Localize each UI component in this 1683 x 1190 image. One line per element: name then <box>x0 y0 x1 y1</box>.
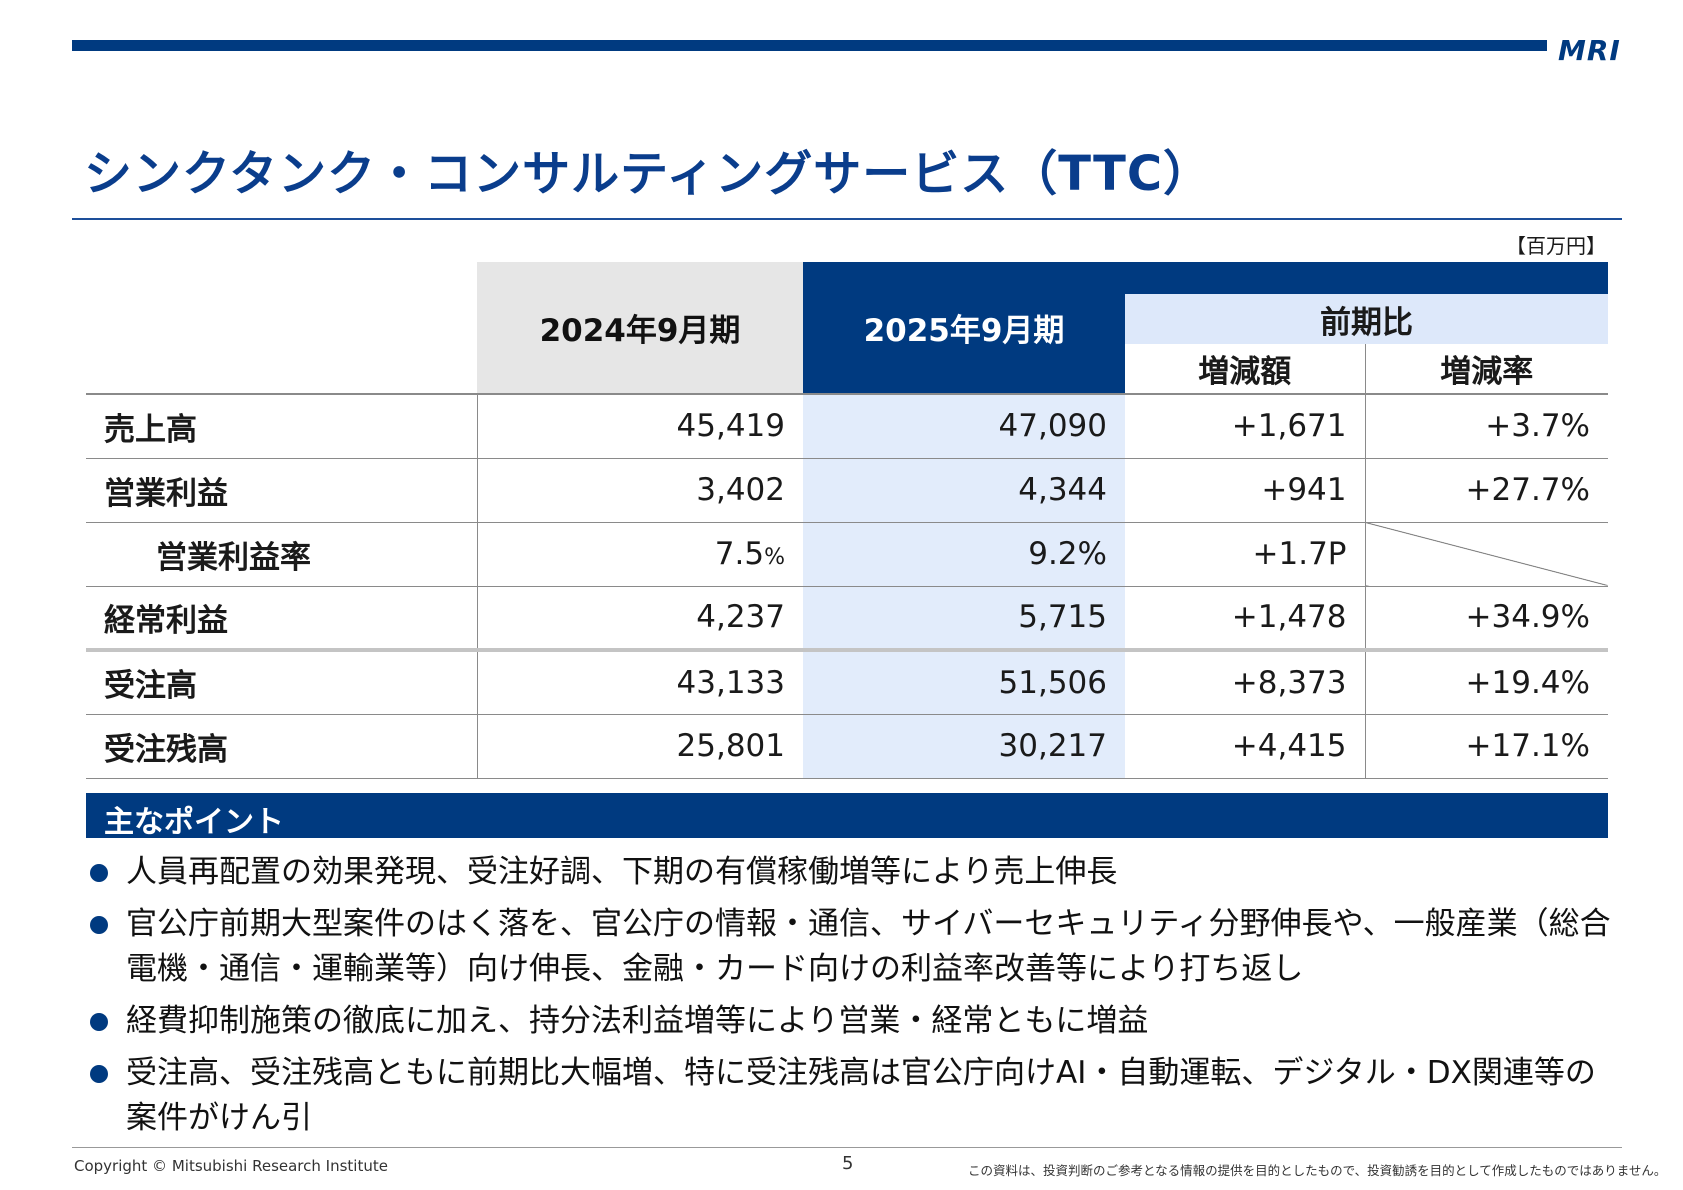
financial-results-table: 2024年9月期 2025年9月期 前期比 増減額 増減率 売上高 45,419… <box>86 262 1608 779</box>
row-label: 受注残高 <box>86 714 477 779</box>
point-text: 官公庁前期大型案件のはく落を、官公庁の情報・通信、サイバーセキュリティ分野伸長や… <box>126 906 1611 987</box>
row-label: 営業利益率 <box>86 522 477 587</box>
company-logo: MRI <box>1558 34 1621 67</box>
disclaimer-text: この資料は、投資判断のご参考となる情報の提供を目的としたもので、投資勧誘を目的と… <box>968 1163 1667 1178</box>
copyright-text: Copyright © Mitsubishi Research Institut… <box>74 1157 388 1175</box>
header-blank-cell <box>86 262 477 395</box>
row-label: 受注高 <box>86 650 477 715</box>
cell-diff: +4,415 <box>1125 714 1365 779</box>
cell-diff: +8,373 <box>1125 650 1365 715</box>
bullet-icon <box>90 864 108 882</box>
table-row: 営業利益率 7.5% 9.2% +1.7P <box>86 522 1608 587</box>
key-points-header: 主なポイント <box>86 793 1608 840</box>
cell-prev: 25,801 <box>476 714 803 779</box>
title-divider <box>72 218 1622 220</box>
list-item: 受注高、受注残高ともに前期比大幅増、特に受注残高は官公庁向けAI・自動運転、デジ… <box>86 1051 1626 1141</box>
bullet-icon <box>90 916 108 934</box>
point-text: 人員再配置の効果発現、受注好調、下期の有償稼働増等により売上伸長 <box>126 854 1118 890</box>
cell-rate: +3.7% <box>1364 394 1608 459</box>
header-prev-period: 2024年9月期 <box>477 262 803 395</box>
header-bar <box>72 40 1547 51</box>
cell-prev-unit: % <box>764 545 785 570</box>
list-item: 人員再配置の効果発現、受注好調、下期の有償稼働増等により売上伸長 <box>86 850 1626 895</box>
key-points-title: 主なポイント <box>104 805 284 840</box>
page-number: 5 <box>842 1153 854 1174</box>
cell-diff: +941 <box>1125 458 1365 523</box>
cell-prev: 43,133 <box>476 650 803 715</box>
bullet-icon <box>90 1065 108 1083</box>
cell-prev: 7.5% <box>476 522 803 587</box>
table-row: 経常利益 4,237 5,715 +1,478 +34.9% <box>86 586 1608 652</box>
key-points-list: 人員再配置の効果発現、受注好調、下期の有償稼働増等により売上伸長 官公庁前期大型… <box>86 850 1626 1148</box>
header-comparison-band <box>1125 262 1608 294</box>
header-comparison: 前期比 <box>1125 294 1608 344</box>
header-rate: 増減率 <box>1365 344 1608 395</box>
cell-current: 4,344 <box>803 458 1125 523</box>
cell-current: 51,506 <box>803 650 1125 715</box>
cell-current: 47,090 <box>803 394 1125 459</box>
table-header-row: 前期比 <box>86 294 1608 344</box>
cell-prev: 4,237 <box>476 586 803 652</box>
cell-rate-not-applicable <box>1364 522 1608 587</box>
cell-rate: +19.4% <box>1364 650 1608 715</box>
table-row: 受注高 43,133 51,506 +8,373 +19.4% <box>86 650 1608 715</box>
list-item: 官公庁前期大型案件のはく落を、官公庁の情報・通信、サイバーセキュリティ分野伸長や… <box>86 902 1626 992</box>
footer-divider <box>72 1147 1622 1148</box>
cell-current: 9.2% <box>803 522 1125 587</box>
list-item: 経費抑制施策の徹底に加え、持分法利益増等により営業・経常ともに増益 <box>86 999 1626 1044</box>
cell-current: 30,217 <box>803 714 1125 779</box>
table-row: 売上高 45,419 47,090 +1,671 +3.7% <box>86 394 1608 459</box>
cell-diff: +1,478 <box>1125 586 1365 652</box>
row-label: 売上高 <box>86 394 477 459</box>
cell-rate: +27.7% <box>1364 458 1608 523</box>
cell-rate: +34.9% <box>1364 586 1608 652</box>
header-diff: 増減額 <box>1125 344 1366 395</box>
page-title: シンクタンク・コンサルティングサービス（TTC） <box>84 146 1213 202</box>
row-label: 経常利益 <box>86 586 477 652</box>
point-text: 受注高、受注残高ともに前期比大幅増、特に受注残高は官公庁向けAI・自動運転、デジ… <box>126 1055 1596 1136</box>
cell-diff: +1.7P <box>1125 522 1365 587</box>
header-current-period: 2025年9月期 <box>803 262 1125 395</box>
table-header-row: 増減額 増減率 <box>86 344 1608 395</box>
cell-prev: 45,419 <box>476 394 803 459</box>
cell-rate: +17.1% <box>1364 714 1608 779</box>
cell-prev-value: 7.5 <box>714 536 765 572</box>
row-label: 営業利益 <box>86 458 477 523</box>
cell-current: 5,715 <box>803 586 1125 652</box>
point-text: 経費抑制施策の徹底に加え、持分法利益増等により営業・経常ともに増益 <box>126 1003 1149 1039</box>
cell-diff: +1,671 <box>1125 394 1365 459</box>
table-row: 受注残高 25,801 30,217 +4,415 +17.1% <box>86 714 1608 779</box>
unit-label: 【百万円】 <box>1506 234 1606 258</box>
cell-prev: 3,402 <box>476 458 803 523</box>
bullet-icon <box>90 1013 108 1031</box>
table-row: 営業利益 3,402 4,344 +941 +27.7% <box>86 458 1608 523</box>
table-header-row: 2024年9月期 2025年9月期 <box>86 262 1608 395</box>
